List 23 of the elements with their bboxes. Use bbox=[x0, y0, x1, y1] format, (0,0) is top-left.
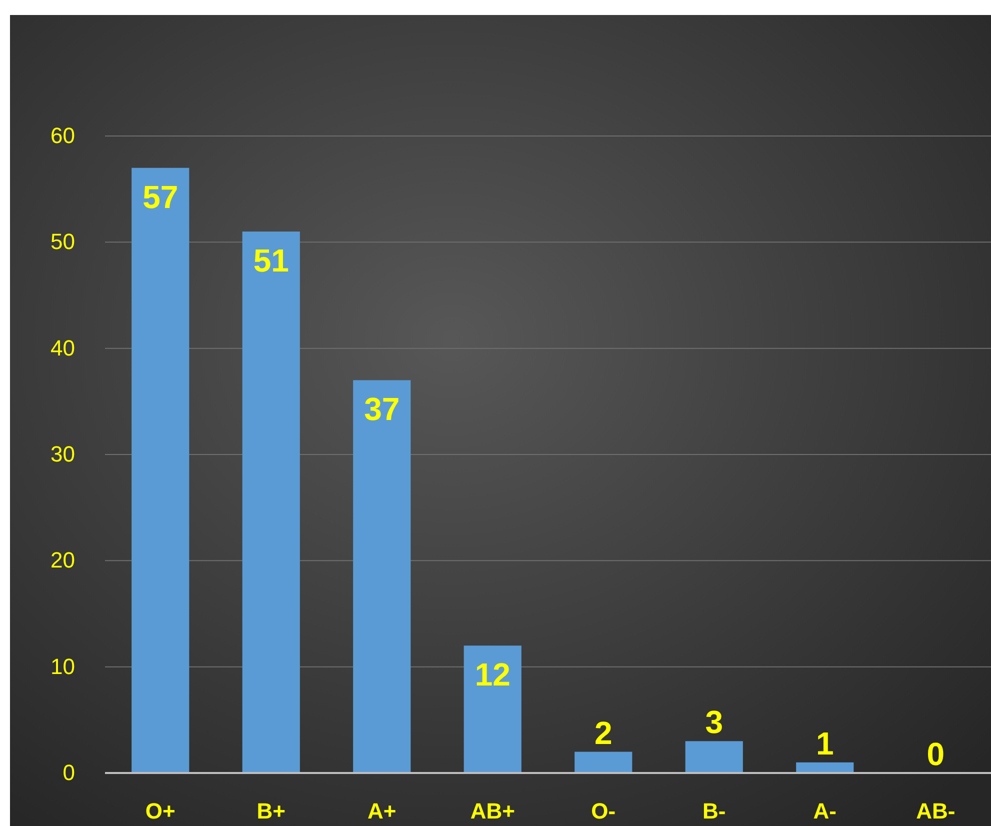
data-label: 57 bbox=[142, 178, 178, 215]
data-label: 37 bbox=[364, 391, 400, 428]
x-tick-label: AB+ bbox=[470, 798, 515, 824]
x-tick-label: O- bbox=[591, 798, 616, 824]
y-tick-label: 50 bbox=[50, 229, 75, 254]
x-tick-label: AB- bbox=[916, 798, 956, 824]
data-label: 1 bbox=[816, 725, 834, 762]
x-tick-label: A+ bbox=[368, 798, 396, 824]
data-label: 51 bbox=[253, 242, 289, 279]
y-tick-label: 20 bbox=[50, 548, 75, 573]
y-tick-label: 10 bbox=[50, 654, 75, 679]
data-label: 2 bbox=[594, 714, 612, 751]
data-label: 12 bbox=[474, 656, 510, 693]
y-tick-label: 60 bbox=[50, 123, 75, 148]
x-tick-label: B- bbox=[702, 798, 726, 824]
data-label: 0 bbox=[926, 736, 945, 772]
x-tick-label: A- bbox=[813, 798, 836, 824]
x-tick-label: B+ bbox=[256, 798, 286, 824]
data-label: 3 bbox=[705, 704, 724, 740]
y-tick-label: 0 bbox=[62, 760, 75, 786]
y-tick-label: 40 bbox=[50, 335, 75, 360]
x-tick-label: O+ bbox=[145, 798, 176, 824]
y-tick-label: 30 bbox=[50, 442, 75, 467]
